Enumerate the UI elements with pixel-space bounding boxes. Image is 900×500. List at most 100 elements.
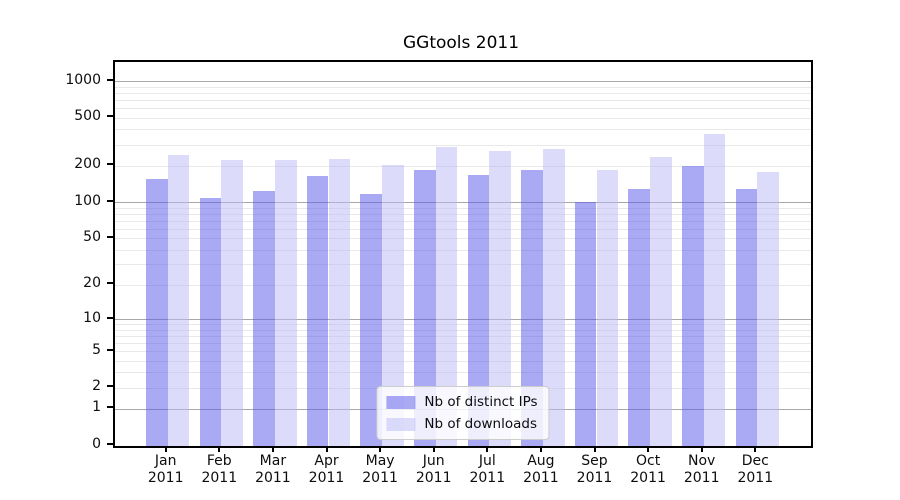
legend-entry: Nb of distinct IPs <box>386 394 538 410</box>
bar-nb-of-distinct-ips <box>199 197 222 446</box>
y-tick-mark <box>107 406 113 409</box>
x-tick-label: Nov 2011 <box>683 453 720 486</box>
gridline-minor <box>115 220 811 222</box>
y-tick-label: 1000 <box>65 71 101 88</box>
y-tick-mark <box>107 443 113 445</box>
x-tick-mark <box>754 446 757 452</box>
bar-nb-of-distinct-ips <box>467 175 490 446</box>
x-tick-label: Aug 2011 <box>523 453 559 486</box>
gridline-minor <box>115 351 811 352</box>
bar-nb-of-downloads <box>167 155 190 446</box>
gridline-minor <box>115 360 811 362</box>
gridline-minor <box>115 342 811 344</box>
x-tick-mark <box>539 446 542 452</box>
bar-nb-of-distinct-ips <box>414 169 436 446</box>
y-tick-mark <box>107 78 113 81</box>
bar-nb-of-downloads <box>489 150 511 446</box>
x-tick-mark <box>271 446 274 452</box>
x-tick-mark <box>164 446 167 452</box>
gridline-minor <box>115 144 811 146</box>
x-tick-label: Sep 2011 <box>576 453 613 486</box>
y-tick-mark <box>107 199 113 202</box>
gridline-minor <box>115 335 811 337</box>
legend-label: Nb of downloads <box>424 416 537 432</box>
bar-nb-of-downloads <box>328 159 351 446</box>
y-tick-label: 20 <box>83 275 101 292</box>
x-tick-mark <box>218 446 221 452</box>
bar-nb-of-distinct-ips <box>253 190 275 446</box>
y-tick-label: 50 <box>83 228 101 245</box>
bar-nb-of-distinct-ips <box>735 188 758 446</box>
x-tick-label: May 2011 <box>362 453 398 486</box>
x-tick-mark <box>379 446 382 452</box>
x-tick-mark <box>647 446 650 452</box>
gridline-major <box>115 319 811 321</box>
gridline-minor <box>115 108 811 110</box>
y-tick-label: 200 <box>74 156 101 173</box>
x-tick-mark <box>325 446 328 452</box>
bar-nb-of-downloads <box>596 170 619 446</box>
gridline-minor <box>115 238 811 240</box>
x-tick-label: Jul 2011 <box>469 453 506 486</box>
x-axis: Jan 2011 Feb 2011 Mar 2011 Apr 2011 May 2011… <box>113 446 809 500</box>
gridline-minor <box>115 165 811 167</box>
bar-nb-of-downloads <box>542 149 565 446</box>
bar-nb-of-downloads <box>274 160 297 446</box>
gridline-major <box>115 202 811 204</box>
bar-nb-of-downloads <box>382 165 404 446</box>
legend-swatch <box>386 395 416 409</box>
bar-nb-of-distinct-ips <box>682 165 704 446</box>
y-tick-label: 10 <box>83 309 101 326</box>
y-tick-mark <box>107 385 113 388</box>
y-tick-label: 5 <box>92 341 101 358</box>
y-tick-label: 500 <box>74 108 101 125</box>
x-tick-label: Dec 2011 <box>737 453 774 486</box>
gridline-minor <box>115 228 811 230</box>
legend-swatch <box>386 417 416 431</box>
y-tick-mark <box>107 282 113 285</box>
y-tick-mark <box>107 316 113 319</box>
y-tick-mark <box>107 163 113 166</box>
gridline-minor <box>115 99 811 101</box>
gridline-minor <box>115 213 811 215</box>
gridline-minor <box>115 264 811 266</box>
x-tick-label: Jan 2011 <box>147 453 184 486</box>
legend-label: Nb of distinct IPs <box>424 394 538 410</box>
gridline-minor <box>115 207 811 209</box>
bar-nb-of-distinct-ips <box>521 170 543 446</box>
x-tick-label: Oct 2011 <box>630 453 666 486</box>
x-tick-label: Mar 2011 <box>255 453 291 486</box>
legend: Nb of distinct IPs Nb of downloads <box>376 386 550 440</box>
x-tick-mark <box>700 446 703 452</box>
y-tick-mark <box>107 348 113 351</box>
y-tick-mark <box>107 235 113 238</box>
y-tick-label: 1 <box>92 399 101 416</box>
gridline-minor <box>115 324 811 326</box>
gridline-minor <box>115 92 811 94</box>
y-tick-mark <box>107 115 113 118</box>
gridline-major <box>115 81 811 83</box>
y-tick-label: 100 <box>74 192 101 209</box>
chart-title: GGtools 2011 <box>402 33 520 53</box>
bar-nb-of-distinct-ips <box>306 176 329 446</box>
plot-area: Nb of distinct IPs Nb of downloads <box>113 60 813 448</box>
gridline-minor <box>115 284 811 286</box>
bar-nb-of-downloads <box>650 157 672 446</box>
x-tick-label: Jun 2011 <box>415 453 452 486</box>
y-tick-label: 2 <box>92 378 101 395</box>
y-tick-label: 0 <box>92 436 101 452</box>
x-tick-mark <box>593 446 596 452</box>
gridline-minor <box>115 86 811 88</box>
x-tick-label: Feb 2011 <box>201 453 238 486</box>
bar-nb-of-distinct-ips <box>574 202 597 446</box>
gridline-minor <box>115 117 811 119</box>
legend-entry: Nb of downloads <box>386 416 537 432</box>
bar-nb-of-distinct-ips <box>628 188 651 446</box>
bar-nb-of-distinct-ips <box>360 193 383 446</box>
x-tick-mark <box>486 446 489 452</box>
x-tick-label: Apr 2011 <box>308 453 345 486</box>
x-tick-mark <box>432 446 435 452</box>
bar-nb-of-distinct-ips <box>146 178 168 446</box>
gridline-minor <box>115 249 811 251</box>
